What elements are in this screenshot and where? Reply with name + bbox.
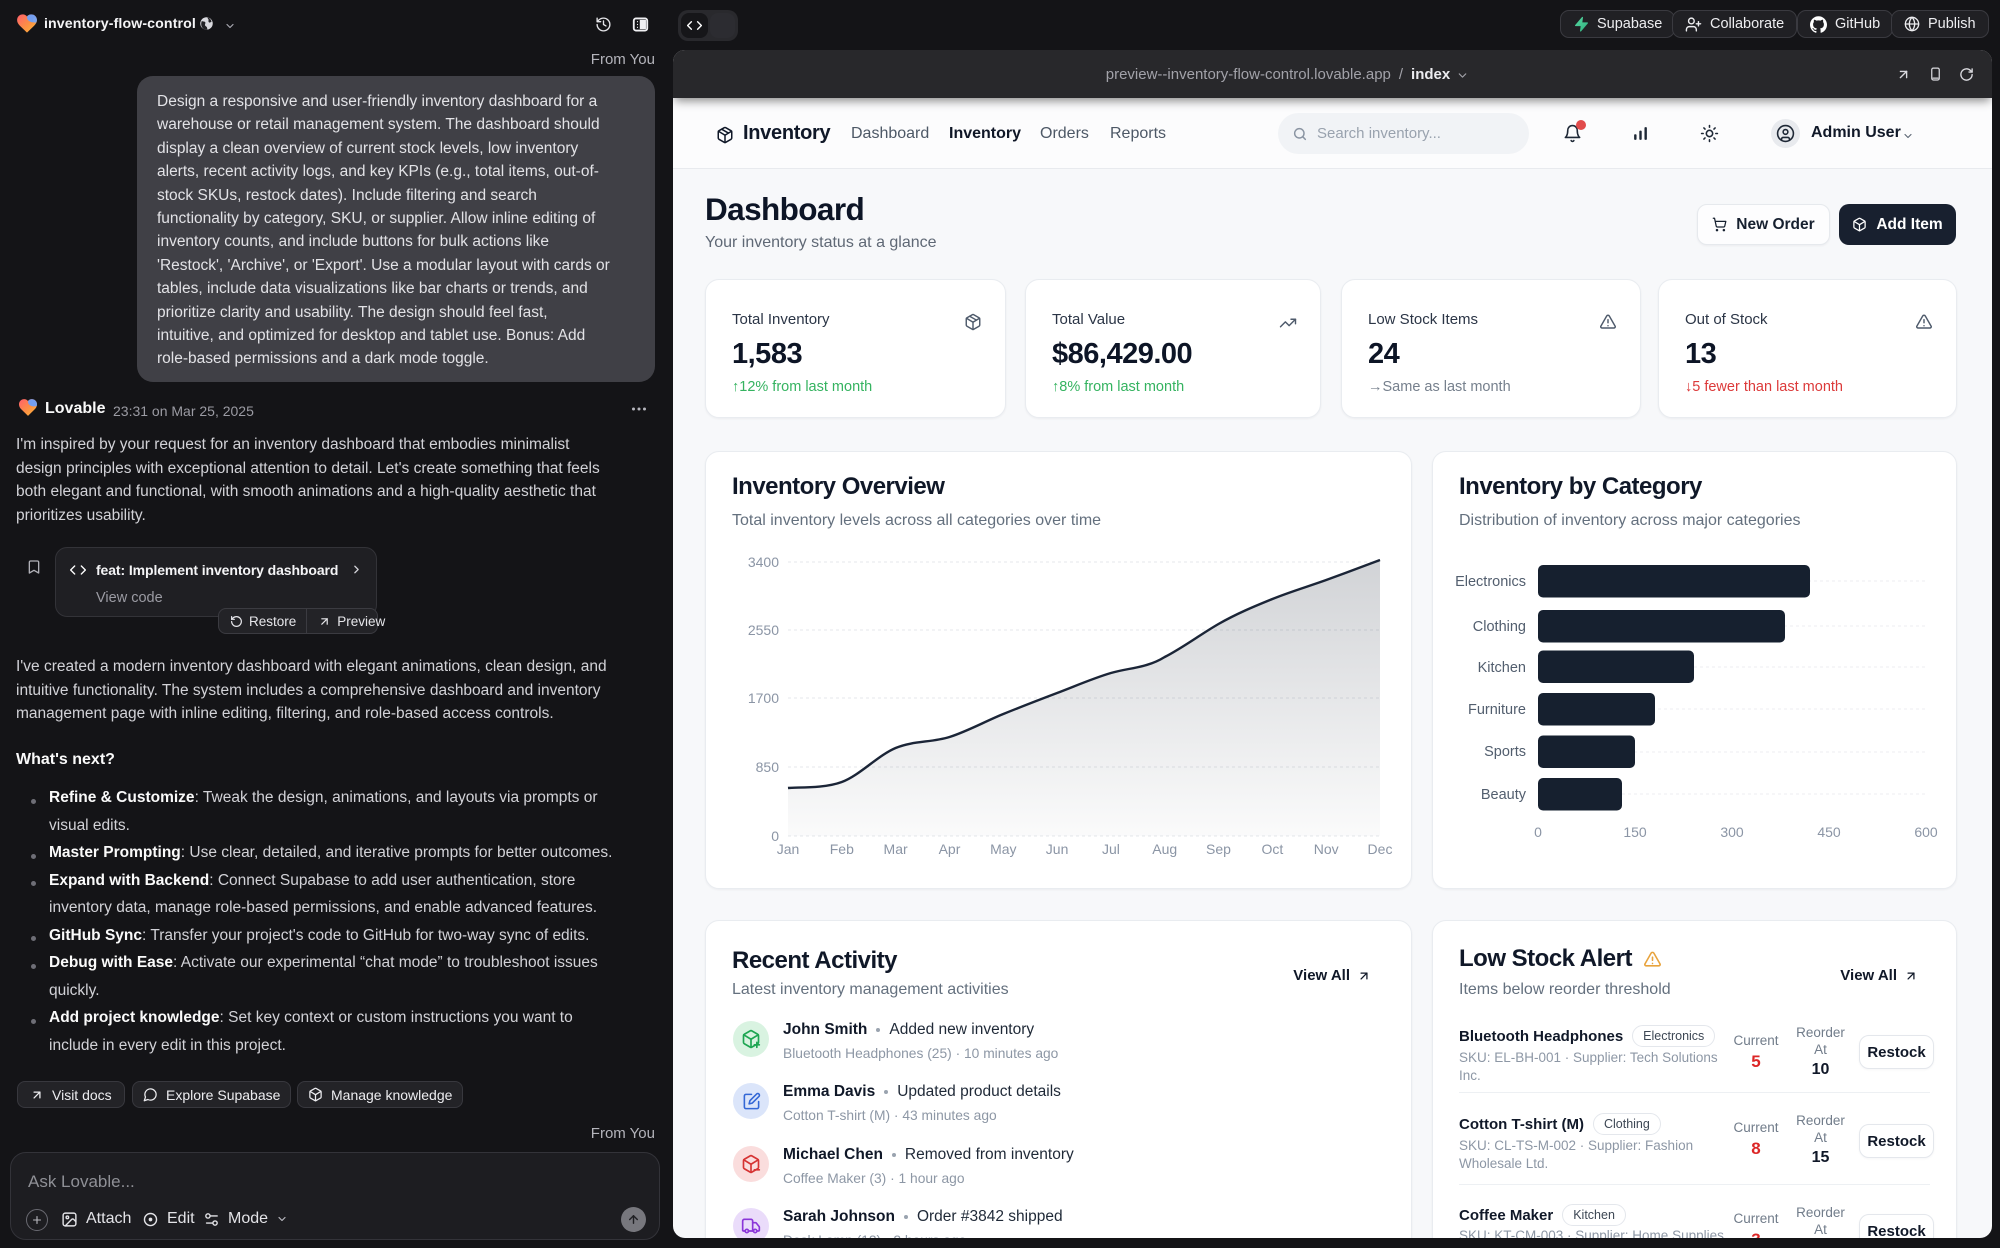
svg-text:Clothing: Clothing — [1473, 619, 1526, 635]
svg-text:Feb: Feb — [830, 841, 854, 857]
svg-text:Oct: Oct — [1262, 841, 1284, 857]
svg-text:3400: 3400 — [748, 554, 779, 570]
svg-text:Sep: Sep — [1206, 841, 1231, 857]
svg-text:600: 600 — [1914, 824, 1938, 840]
svg-text:May: May — [990, 841, 1016, 857]
svg-text:Jan: Jan — [777, 841, 800, 857]
svg-text:Jun: Jun — [1046, 841, 1069, 857]
svg-text:300: 300 — [1720, 824, 1744, 840]
svg-text:150: 150 — [1623, 824, 1647, 840]
svg-text:Nov: Nov — [1314, 841, 1339, 857]
svg-text:Electronics: Electronics — [1455, 574, 1526, 590]
svg-text:Apr: Apr — [939, 841, 961, 857]
svg-text:0: 0 — [771, 828, 779, 844]
svg-text:Mar: Mar — [884, 841, 908, 857]
svg-text:Sports: Sports — [1484, 744, 1526, 760]
svg-text:Dec: Dec — [1368, 841, 1393, 857]
svg-text:1700: 1700 — [748, 690, 779, 706]
svg-text:2550: 2550 — [748, 622, 779, 638]
svg-text:Jul: Jul — [1102, 841, 1120, 857]
svg-text:Kitchen: Kitchen — [1478, 660, 1526, 676]
svg-text:Aug: Aug — [1152, 841, 1177, 857]
svg-text:Furniture: Furniture — [1468, 702, 1526, 718]
svg-text:0: 0 — [1534, 824, 1542, 840]
svg-text:Beauty: Beauty — [1481, 787, 1527, 803]
svg-text:850: 850 — [756, 759, 780, 775]
svg-text:450: 450 — [1817, 824, 1841, 840]
